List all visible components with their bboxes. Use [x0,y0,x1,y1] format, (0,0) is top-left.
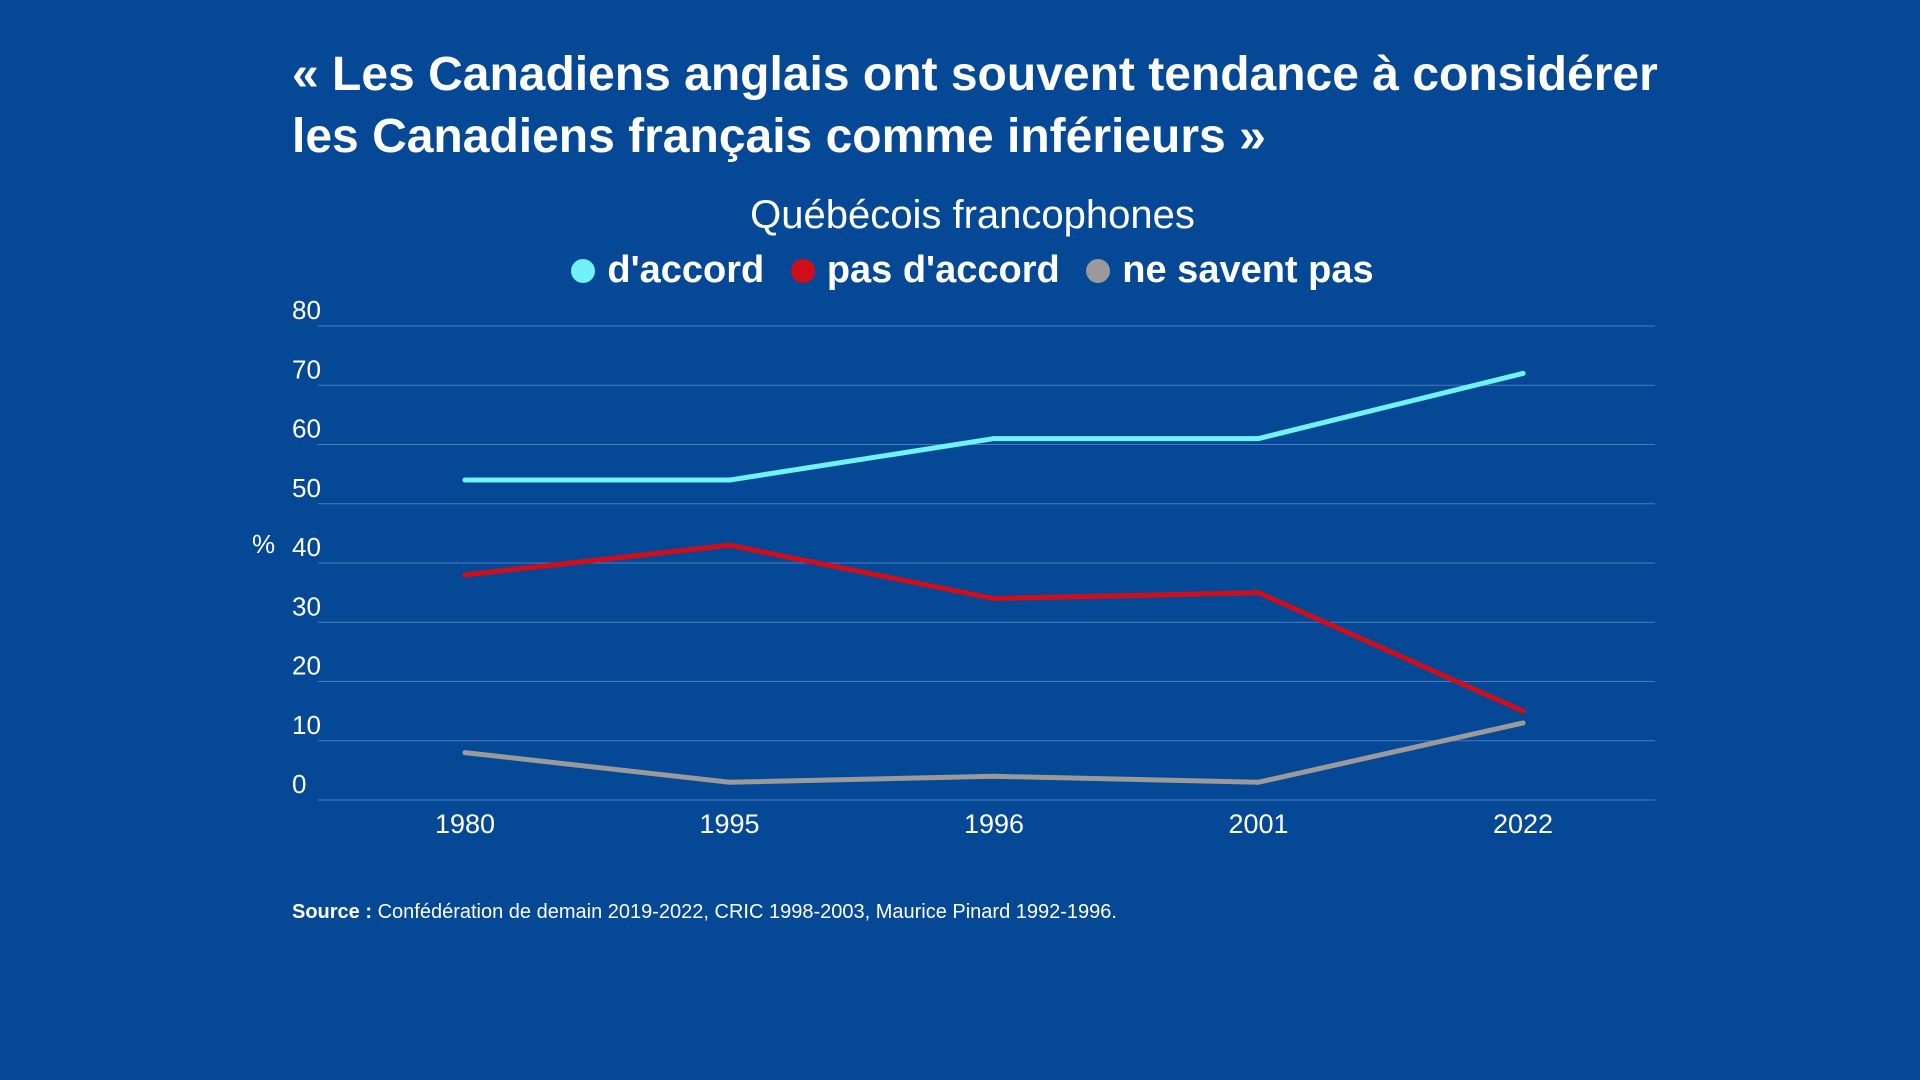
y-tick-label-70: 70 [292,354,321,384]
data-point-ne-savent-pas-2022 [1520,720,1526,726]
x-tick-label-2001: 2001 [1228,809,1288,839]
data-point-d-accord-2001 [1256,436,1261,442]
x-tick-label-1995: 1995 [699,809,759,839]
data-point-ne-savent-pas-1980 [462,750,468,756]
x-tick-label-1980: 1980 [435,809,495,839]
y-axis-label: % [252,529,275,559]
chart-title: Québécois francophones [750,193,1195,237]
source-text: Confédération de demain 2019-2022, CRIC … [377,901,1117,923]
legend-dot-accord-icon [571,259,596,283]
y-tick-label-20: 20 [292,651,321,681]
legend-label-pas-accord: pas d'accord [826,249,1060,291]
legend-item-ne-savent-pas: ne savent pas [1086,245,1374,295]
source-label: Source : [292,901,373,923]
data-point-pas-d-accord-1995 [727,542,732,548]
data-point-d-accord-1996 [991,436,997,442]
headline-line-1: « Les Canadiens anglais ont souvent tend… [292,48,1658,101]
legend-item-accord: d'accord [571,245,764,295]
y-tick-label-50: 50 [292,473,321,503]
legend-label-accord: d'accord [607,249,765,291]
data-point-ne-savent-pas-1995 [727,779,732,785]
headline-line-2: les Canadiens français comme inférieurs … [292,110,1266,163]
y-tick-label-60: 60 [292,414,321,444]
source-note: Source : Confédération de demain 2019-20… [292,899,1117,925]
chart-legend: d'accord pas d'accord ne savent pas [0,245,1920,295]
legend-label-ne-savent-pas: ne savent pas [1122,249,1374,291]
y-tick-label-10: 10 [292,710,321,740]
legend-dot-pas-accord-icon [790,259,815,283]
data-point-d-accord-1980 [462,477,468,483]
series-line-pas-d-accord [462,542,1526,714]
data-point-pas-d-accord-2001 [1256,590,1261,596]
legend-item-pas-accord: pas d'accord [790,245,1060,295]
series-line-ne-savent-pas [462,720,1526,785]
x-tick-label-2022: 2022 [1493,809,1553,839]
chart-headline: « Les Canadiens anglais ont souvent tend… [292,44,1732,168]
data-point-pas-d-accord-1980 [462,572,468,578]
y-tick-label-30: 30 [292,591,321,621]
data-point-ne-savent-pas-2001 [1256,779,1261,785]
y-tick-label-80: 80 [292,295,321,325]
data-point-d-accord-1995 [727,477,732,483]
y-tick-label-0: 0 [292,769,306,799]
x-tick-label-1996: 1996 [964,809,1024,839]
data-point-pas-d-accord-2022 [1520,708,1526,714]
series-line-d-accord [462,370,1526,483]
y-tick-label-40: 40 [292,532,321,562]
legend-dot-ne-savent-pas-icon [1086,259,1111,283]
data-point-d-accord-2022 [1520,370,1526,376]
data-point-pas-d-accord-1996 [991,596,997,602]
data-point-ne-savent-pas-1996 [991,773,997,779]
